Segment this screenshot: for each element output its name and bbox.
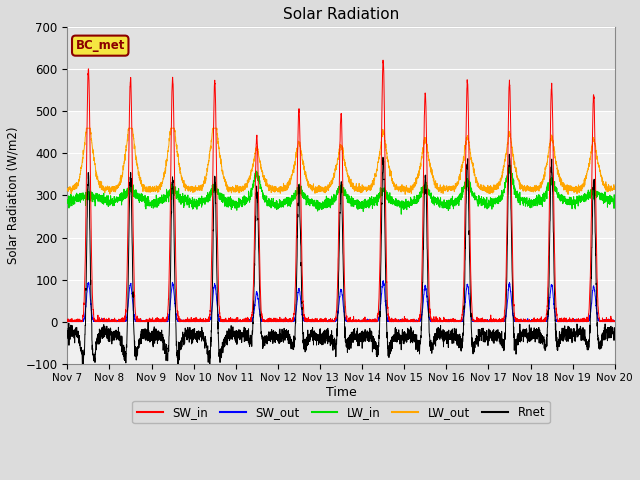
- Title: Solar Radiation: Solar Radiation: [283, 7, 399, 22]
- Bar: [67, 27, 615, 111]
- Y-axis label: Solar Radiation (W/m2): Solar Radiation (W/m2): [7, 127, 20, 264]
- Legend: SW_in, SW_out, LW_in, LW_out, Rnet: SW_in, SW_out, LW_in, LW_out, Rnet: [132, 401, 550, 423]
- X-axis label: Time: Time: [326, 386, 356, 399]
- Text: BC_met: BC_met: [76, 39, 125, 52]
